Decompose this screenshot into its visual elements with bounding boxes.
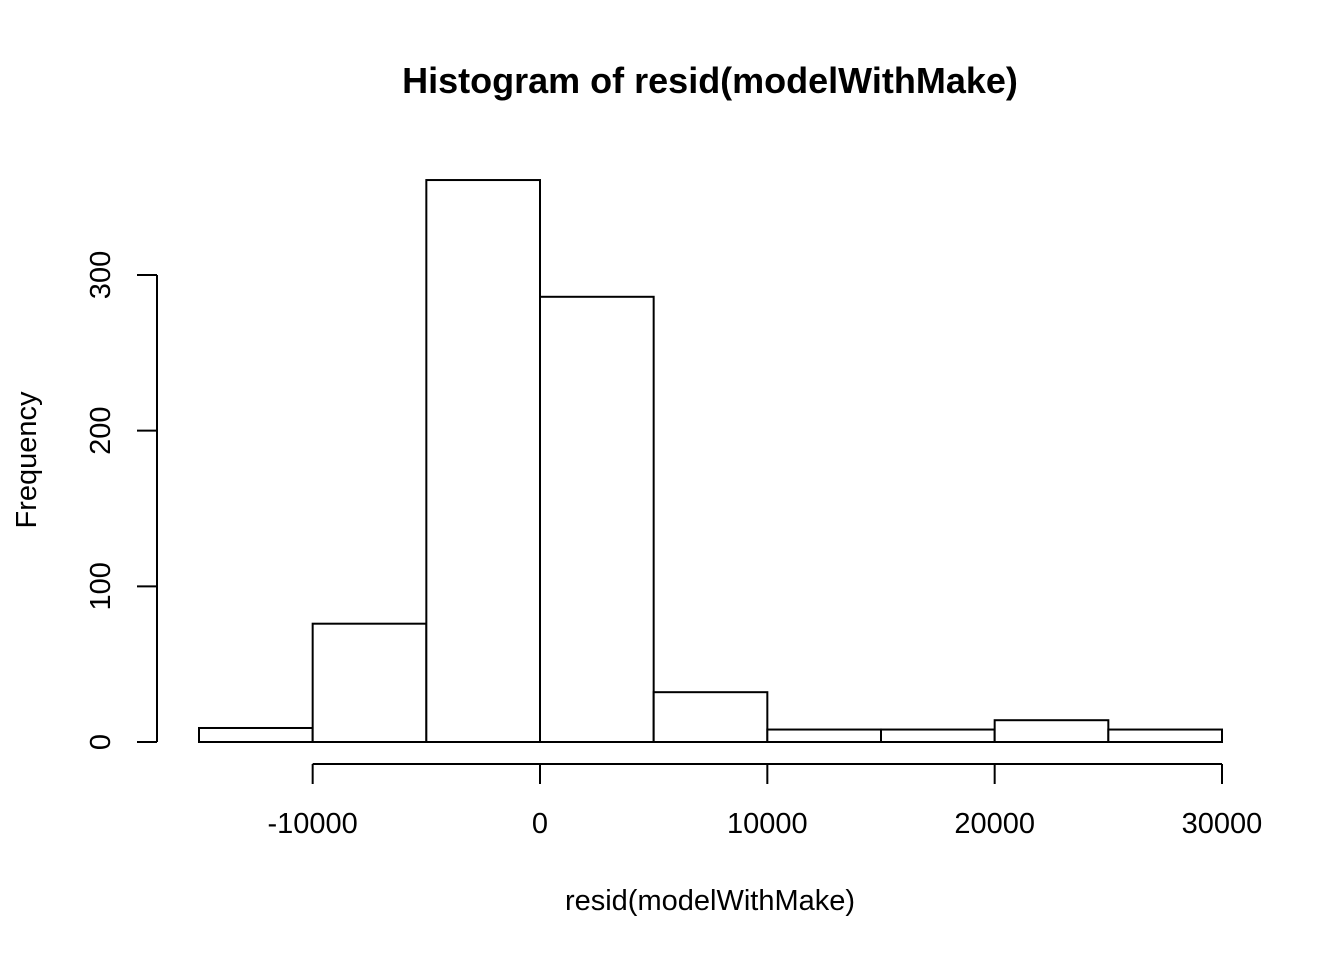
x-tick-label-1: 0: [532, 808, 548, 840]
bars-group: [198, 179, 1224, 744]
y-axis-label: Frequency: [11, 391, 43, 529]
x-tick-label-0: -10000: [268, 808, 358, 840]
y-tick-label-0: 0: [85, 734, 117, 750]
histogram-bar-8: [1107, 728, 1224, 744]
histogram-bar-6: [880, 728, 996, 744]
histogram-bar-1: [311, 622, 428, 744]
histogram-bar-5: [766, 728, 882, 744]
y-tick-label-2: 200: [85, 406, 117, 454]
y-axis: 0 100 200 300: [85, 251, 158, 750]
x-tick-label-2: 10000: [727, 808, 808, 840]
x-tick-label-3: 20000: [954, 808, 1035, 840]
y-tick-label-3: 300: [85, 251, 117, 299]
histogram-bar-3: [539, 295, 655, 743]
x-axis: -10000 0 10000 20000 30000: [268, 763, 1263, 840]
x-axis-label: resid(modelWithMake): [565, 885, 855, 917]
x-tick-label-4: 30000: [1182, 808, 1263, 840]
histogram-bar-2: [425, 179, 542, 743]
y-tick-label-1: 100: [85, 562, 117, 610]
histogram-bar-0: [198, 726, 314, 743]
histogram-bar-7: [993, 719, 1110, 743]
chart-title: Histogram of resid(modelWithMake): [402, 60, 1018, 101]
histogram-bar-4: [652, 691, 769, 743]
